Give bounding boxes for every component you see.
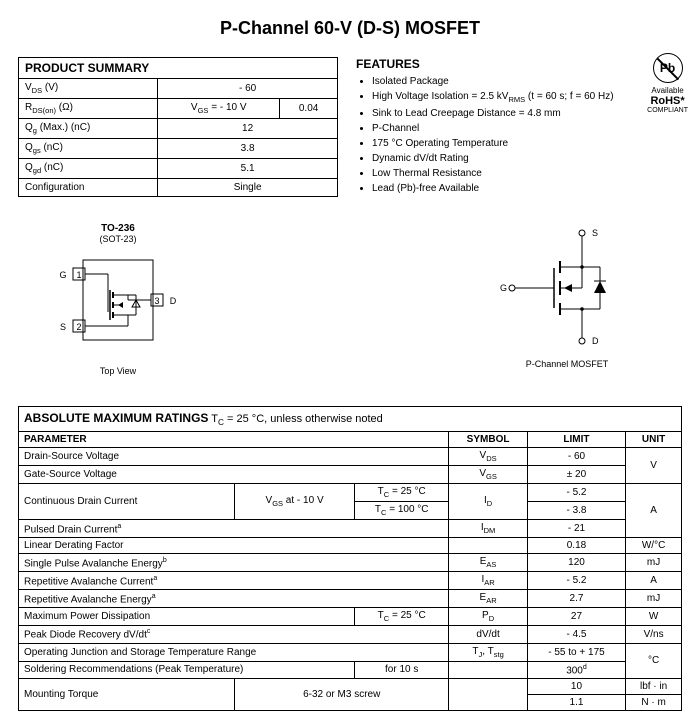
symbol-diagram: S D G	[492, 223, 642, 376]
table-row: Linear Derating Factor 0.18 W/°C	[19, 538, 682, 554]
summary-param: Qg (Max.) (nC)	[19, 119, 158, 139]
feature-item: Dynamic dV/dt Rating	[372, 152, 682, 165]
svg-text:D: D	[592, 336, 599, 346]
table-row: Gate-Source Voltage VGS ± 20	[19, 466, 682, 484]
table-row: Mounting Torque 6-32 or M3 screw 10 lbf …	[19, 678, 682, 694]
feature-item: Low Thermal Resistance	[372, 167, 682, 180]
package-svg: 1 G 2 S 3 D	[48, 250, 188, 360]
summary-value: 5.1	[158, 159, 338, 179]
summary-param: Configuration	[19, 179, 158, 197]
feature-item: Lead (Pb)-free Available	[372, 182, 682, 195]
summary-value: 0.04	[280, 99, 338, 119]
svg-text:S: S	[60, 322, 66, 332]
diagrams-row: TO-236 (SOT-23) 1 G 2 S 3 D	[48, 223, 672, 376]
svg-text:G: G	[500, 283, 507, 293]
abs-max-ratings-table: ABSOLUTE MAXIMUM RATINGS TC = 25 °C, unl…	[18, 406, 682, 711]
package-subtitle: (SOT-23)	[48, 234, 188, 244]
symbol-caption: P-Channel MOSFET	[492, 359, 642, 369]
table-row: Maximum Power Dissipation TC = 25 °C PD …	[19, 608, 682, 626]
col-limit: LIMIT	[527, 432, 625, 448]
rohs-label: RoHS*	[647, 95, 688, 107]
pb-free-icon: Pb	[653, 53, 683, 83]
feature-item: Sink to Lead Creepage Distance = 4.8 mm	[372, 107, 682, 120]
rohs-badge: Pb Available RoHS* COMPLIANT	[647, 53, 688, 114]
summary-value: 12	[158, 119, 338, 139]
feature-item: P-Channel	[372, 122, 682, 135]
col-param: PARAMETER	[19, 432, 449, 448]
top-section: PRODUCT SUMMARY VDS (V) - 60 RDS(on) (Ω)…	[18, 57, 682, 197]
summary-value: 3.8	[158, 139, 338, 159]
product-summary-table: PRODUCT SUMMARY VDS (V) - 60 RDS(on) (Ω)…	[18, 57, 338, 197]
svg-text:G: G	[59, 270, 66, 280]
package-title: TO-236	[48, 223, 188, 234]
features-list: Isolated Package High Voltage Isolation …	[372, 75, 682, 195]
summary-param: RDS(on) (Ω)	[19, 99, 158, 119]
svg-text:3: 3	[154, 296, 159, 306]
feature-item: High Voltage Isolation = 2.5 kVRMS (t = …	[372, 90, 682, 105]
summary-value: Single	[158, 179, 338, 197]
package-caption: Top View	[48, 366, 188, 376]
compliant-label: COMPLIANT	[647, 107, 688, 114]
feature-item: Isolated Package	[372, 75, 682, 88]
symbol-svg: S D G	[492, 223, 642, 353]
table-row: Drain-Source Voltage VDS - 60 V	[19, 448, 682, 466]
summary-param: VDS (V)	[19, 79, 158, 99]
table-row: Soldering Recommendations (Peak Temperat…	[19, 661, 682, 678]
col-unit: UNIT	[626, 432, 682, 448]
table-row: Single Pulse Avalanche Energyb EAS 120 m…	[19, 554, 682, 572]
feature-item: 175 °C Operating Temperature	[372, 137, 682, 150]
summary-param: Qgd (nC)	[19, 159, 158, 179]
table-row: Peak Diode Recovery dV/dtc dV/dt - 4.5 V…	[19, 626, 682, 643]
summary-value: - 60	[158, 79, 338, 99]
summary-param: Qgs (nC)	[19, 139, 158, 159]
features-heading: FEATURES	[356, 57, 682, 71]
page-title: P-Channel 60-V (D-S) MOSFET	[18, 18, 682, 39]
svg-text:S: S	[592, 228, 598, 238]
table-row: Pulsed Drain Currenta IDM - 21	[19, 520, 682, 538]
package-diagram: TO-236 (SOT-23) 1 G 2 S 3 D	[48, 223, 188, 376]
summary-header: PRODUCT SUMMARY	[19, 58, 338, 79]
col-symbol: SYMBOL	[449, 432, 527, 448]
amr-header: ABSOLUTE MAXIMUM RATINGS TC = 25 °C, unl…	[19, 407, 682, 432]
svg-text:2: 2	[76, 322, 81, 332]
table-row: Repetitive Avalanche Currenta IAR - 5.2 …	[19, 572, 682, 590]
table-row: Operating Junction and Storage Temperatu…	[19, 643, 682, 661]
svg-text:1: 1	[76, 270, 81, 280]
svg-text:D: D	[170, 296, 177, 306]
summary-value: VGS = - 10 V	[158, 99, 280, 119]
table-row: Continuous Drain Current VGS at - 10 V T…	[19, 484, 682, 502]
table-row: Repetitive Avalanche Energya EAR 2.7 mJ	[19, 590, 682, 608]
available-label: Available	[647, 86, 688, 95]
